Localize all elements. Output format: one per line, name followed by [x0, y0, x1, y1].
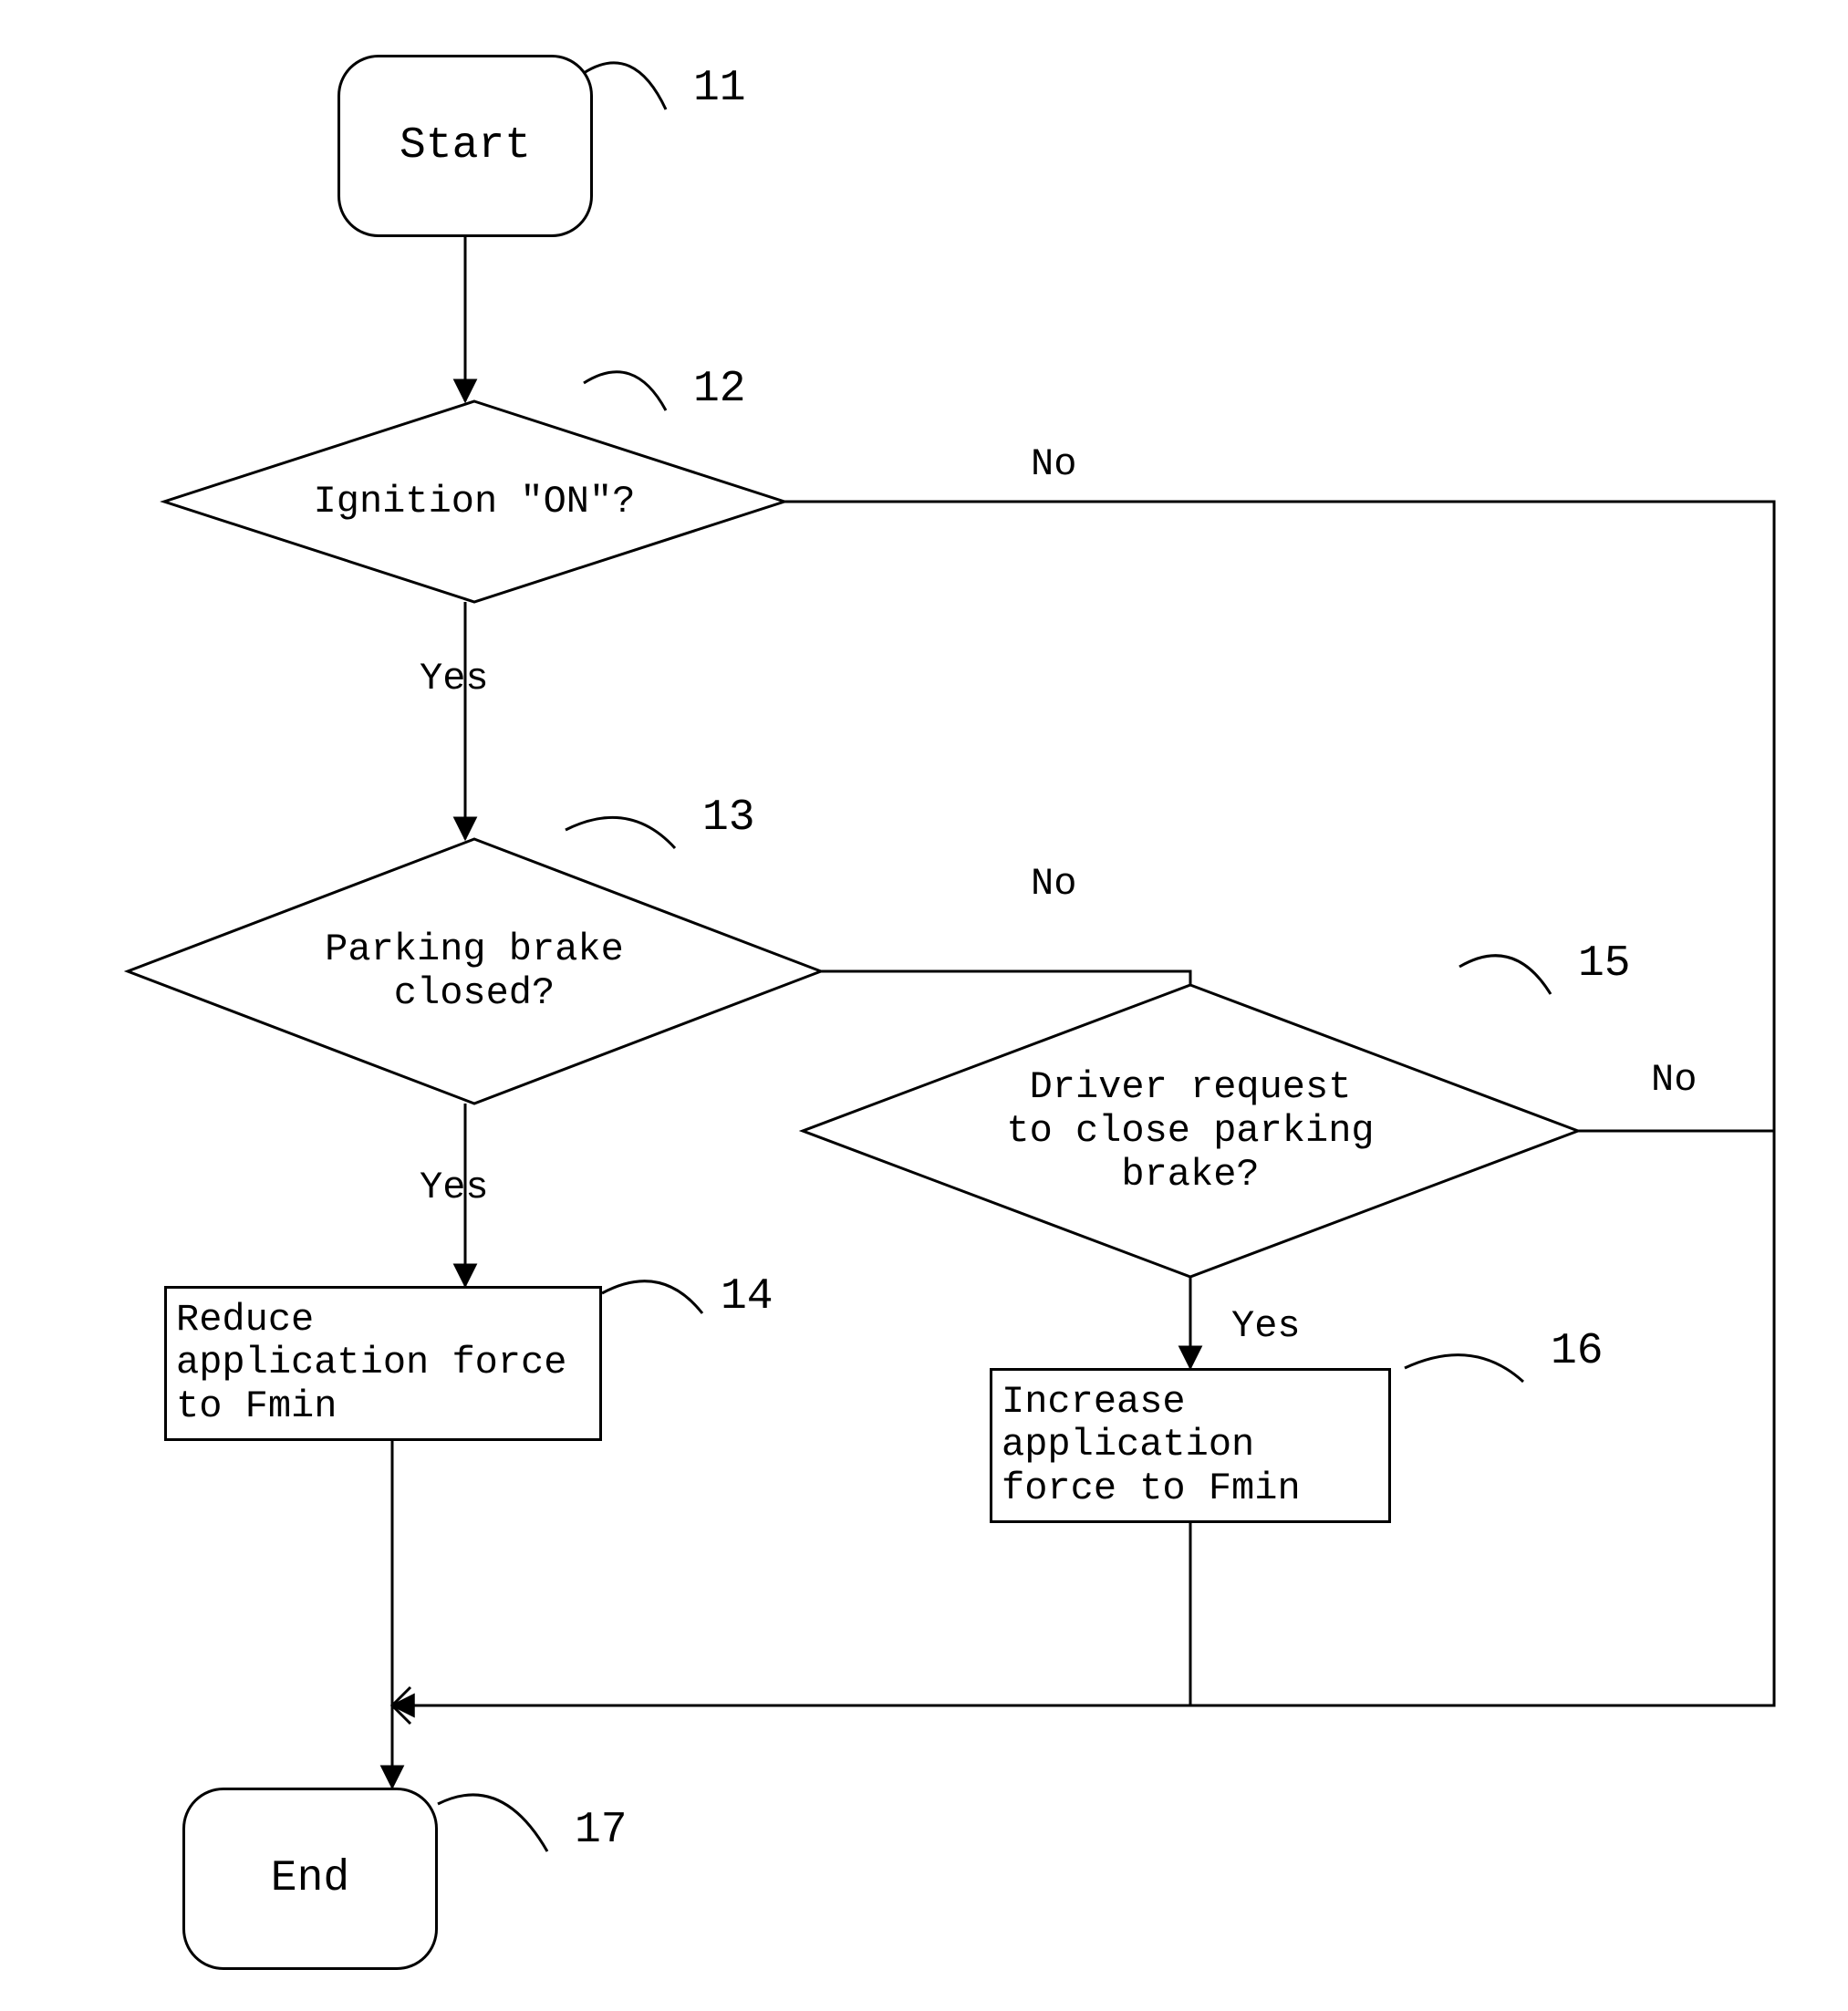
process-reduce-force: Reduce application force to Fmin — [164, 1286, 602, 1441]
process-14-label: Reduce application force to Fmin — [176, 1299, 566, 1427]
end-terminator: End — [182, 1788, 438, 1970]
callout-14: 14 — [721, 1272, 773, 1322]
callout-15: 15 — [1578, 939, 1631, 989]
edge-label-15-yes: Yes — [1231, 1304, 1301, 1348]
decision-12-label: Ignition "ON"? — [314, 480, 636, 523]
edge-label-13-yes: Yes — [420, 1166, 489, 1209]
edge-label-12-yes: Yes — [420, 657, 489, 700]
callout-11: 11 — [693, 64, 746, 113]
start-terminator: Start — [337, 55, 593, 237]
process-increase-force: Increase application force to Fmin — [990, 1368, 1391, 1523]
decision-driver-request: Driver request to close parking brake? — [803, 985, 1578, 1277]
flowchart-canvas: Start 11 Ignition "ON"? 12 No Yes Parkin… — [0, 0, 1848, 2011]
edge-label-13-no: No — [1031, 862, 1076, 906]
callout-17: 17 — [575, 1806, 628, 1855]
process-16-label: Increase application force to Fmin — [1002, 1381, 1301, 1509]
edge-label-12-no: No — [1031, 442, 1076, 486]
start-label: Start — [400, 121, 531, 171]
decision-ignition-on: Ignition "ON"? — [164, 401, 784, 602]
callout-16: 16 — [1551, 1327, 1604, 1376]
decision-15-label: Driver request to close parking brake? — [1006, 1065, 1374, 1197]
callout-13: 13 — [702, 793, 755, 843]
decision-13-label: Parking brake closed? — [325, 928, 624, 1016]
edge-label-15-no: No — [1651, 1058, 1697, 1102]
callout-12: 12 — [693, 365, 746, 414]
decision-parking-brake-closed: Parking brake closed? — [128, 839, 821, 1104]
end-label: End — [271, 1854, 349, 1903]
